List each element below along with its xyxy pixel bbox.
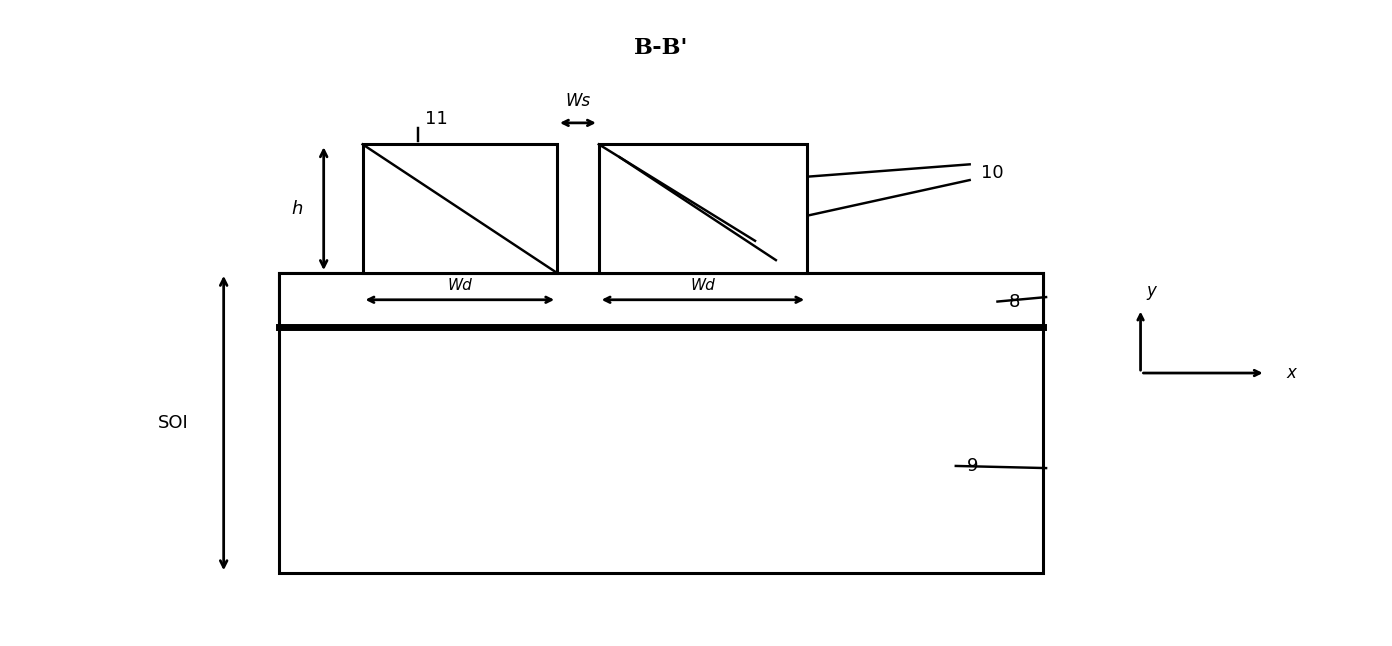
Bar: [362, 144, 557, 273]
Bar: [280, 273, 1044, 327]
Text: Ws: Ws: [565, 92, 590, 110]
Text: Wd: Wd: [447, 278, 472, 293]
Text: 8: 8: [1009, 293, 1020, 311]
Bar: [280, 273, 1044, 573]
Bar: [599, 144, 807, 273]
Text: 11: 11: [425, 110, 448, 129]
Text: B-B': B-B': [635, 37, 689, 59]
Text: 10: 10: [981, 164, 1004, 182]
Text: h: h: [291, 200, 303, 218]
Text: Wd: Wd: [690, 278, 715, 293]
Text: SOI: SOI: [159, 414, 189, 432]
Text: 9: 9: [967, 457, 979, 475]
Text: y: y: [1147, 282, 1157, 300]
Text: x: x: [1286, 364, 1296, 382]
